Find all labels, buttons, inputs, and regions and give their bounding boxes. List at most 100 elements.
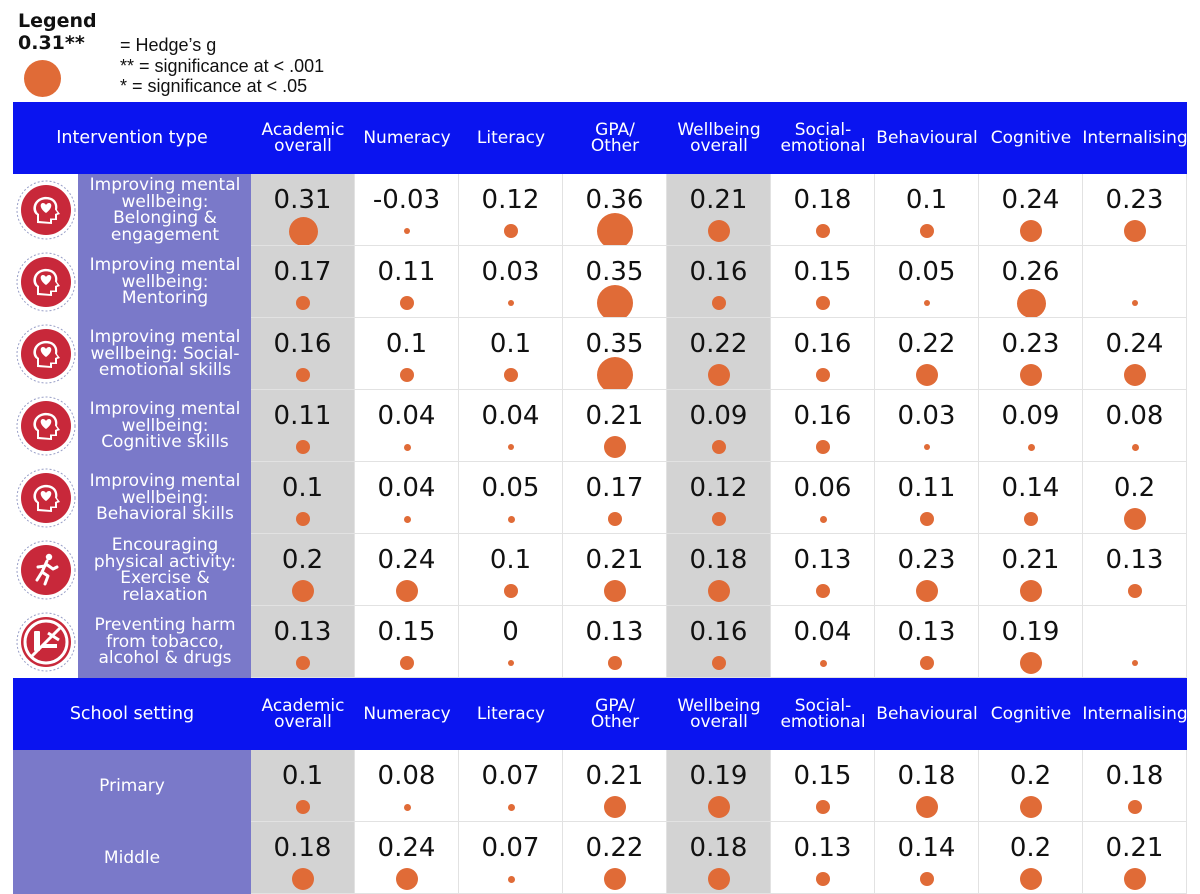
effect-size-value: -0.03 (372, 185, 441, 215)
effect-size-value: 0.12 (481, 185, 540, 215)
effect-size-dot (396, 580, 418, 602)
data-cell: 0.16 (251, 318, 355, 390)
effect-size-value: 0.1 (905, 185, 948, 215)
data-cell: 0.16 (771, 318, 875, 390)
data-cell: 0.2 (1083, 462, 1187, 534)
effect-size-dot (1027, 443, 1035, 451)
data-cell: 0.31 (251, 174, 355, 246)
effect-size-value: 0.22 (585, 833, 644, 863)
effect-size-value: 0.1 (489, 329, 532, 359)
data-cell: 0.13 (875, 606, 979, 678)
effect-size-value: 0.16 (793, 401, 852, 431)
effect-size-dot (608, 656, 622, 670)
effect-size-dot (708, 868, 730, 890)
effect-size-dot (296, 512, 310, 526)
effect-size-dot (708, 364, 730, 386)
effect-size-dot (403, 515, 411, 523)
effect-size-value: 0.03 (481, 257, 540, 287)
effect-size-dot (712, 512, 726, 526)
data-cell: -0.03 (355, 174, 459, 246)
effect-size-value: 0.09 (689, 401, 748, 431)
effect-size-value: 0.22 (897, 329, 956, 359)
head-heart-icon (16, 468, 75, 528)
effect-size-value: 0.18 (897, 761, 956, 791)
effect-size-value: 0.15 (793, 761, 852, 791)
data-cell (1083, 246, 1187, 318)
effect-size-value: 0.1 (489, 545, 532, 575)
data-cell: 0.2 (251, 534, 355, 606)
data-cell: 0.11 (251, 390, 355, 462)
data-cell: 0.1 (459, 318, 563, 390)
effect-size-dot (597, 285, 633, 317)
effect-size-dot (296, 440, 310, 454)
row-icon-box (13, 318, 79, 390)
column-header: Numeracy (355, 102, 459, 174)
no-tobacco-alcohol-drugs-icon (16, 612, 75, 672)
effect-size-dot (1132, 300, 1138, 306)
row-label: Encouraging physical activity: Exercise … (79, 534, 251, 606)
row-label: Improving mental wellbeing: Behavioral s… (79, 462, 251, 534)
effect-size-value: 0.21 (585, 761, 644, 791)
effect-size-value: 0.04 (377, 401, 436, 431)
data-cell: 0.12 (459, 174, 563, 246)
effect-size-dot (819, 659, 827, 667)
effect-size-value: 0.1 (281, 761, 324, 791)
data-cell: 0.03 (459, 246, 563, 318)
effect-size-value: 0.26 (1001, 257, 1060, 287)
data-cell: 0.04 (355, 462, 459, 534)
row-label: Improving mental wellbeing: Mentoring (79, 246, 251, 318)
legend-sample-value: 0.31** (18, 32, 85, 54)
effect-size-dot (400, 656, 414, 670)
effect-size-value: 0.18 (1105, 761, 1164, 791)
effect-size-value: 0.21 (689, 185, 748, 215)
data-cell: 0.18 (1083, 750, 1187, 822)
effect-size-dot (608, 512, 622, 526)
effect-size-value: 0.07 (481, 761, 540, 791)
row-icon-box (13, 174, 79, 246)
column-header: Wellbeing overall (667, 678, 771, 750)
effect-size-value: 0.17 (585, 473, 644, 503)
effect-size-dot (1128, 800, 1142, 814)
data-cell: 0.24 (979, 174, 1083, 246)
effect-size-value: 0.11 (377, 257, 436, 287)
data-cell: 0.19 (979, 606, 1083, 678)
effect-size-dot (396, 868, 418, 890)
effect-size-value: 0.13 (793, 833, 852, 863)
effect-size-value: 0.2 (281, 545, 324, 575)
data-cell: 0.06 (771, 462, 875, 534)
effect-size-dot (816, 368, 830, 382)
data-cell: 0.1 (251, 750, 355, 822)
effect-size-dot (292, 580, 314, 602)
row-icon-box (13, 390, 79, 462)
data-cell: 0.17 (251, 246, 355, 318)
effect-size-dot (1020, 868, 1042, 890)
data-cell: 0.21 (563, 390, 667, 462)
legend-dot (24, 60, 61, 97)
effect-size-value: 0.24 (1001, 185, 1060, 215)
effect-size-value: 0.11 (273, 401, 332, 431)
effect-size-value: 0.07 (481, 833, 540, 863)
effect-size-value: 0.09 (1001, 401, 1060, 431)
effect-size-value: 0.06 (793, 473, 852, 503)
effect-size-value: 0.23 (1001, 329, 1060, 359)
data-cell: 0.21 (979, 534, 1083, 606)
data-cell: 0.15 (771, 750, 875, 822)
effect-size-value: 0.14 (1001, 473, 1060, 503)
data-cell: 0.07 (459, 822, 563, 894)
data-cell: 0.1 (251, 462, 355, 534)
effect-size-value: 0.21 (585, 545, 644, 575)
data-cell: 0.07 (459, 750, 563, 822)
effect-size-value: 0.08 (1105, 401, 1164, 431)
effect-size-dot (1131, 443, 1139, 451)
column-header: Social- emotional (771, 678, 875, 750)
effect-size-dot (1128, 584, 1142, 598)
data-cell: 0.08 (355, 750, 459, 822)
data-cell: 0.18 (875, 750, 979, 822)
effect-size-dot (404, 228, 410, 234)
data-cell: 0.23 (979, 318, 1083, 390)
effect-size-value: 0.24 (377, 833, 436, 863)
effect-size-dot (604, 796, 626, 818)
data-cell: 0.13 (771, 534, 875, 606)
effect-size-dot (507, 803, 515, 811)
effect-size-dot (1020, 652, 1042, 674)
